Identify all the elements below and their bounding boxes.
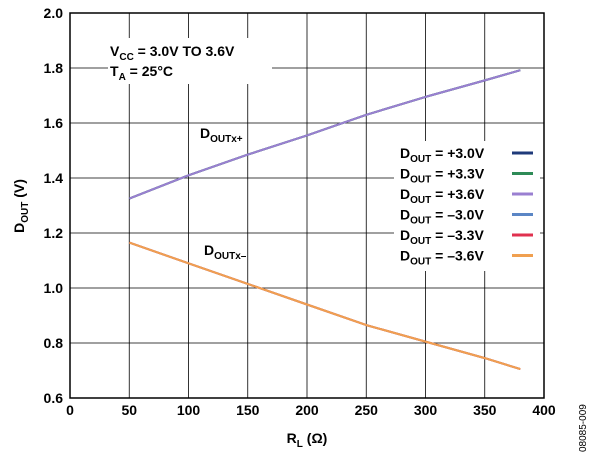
dout-negative-label: DOUTx–	[204, 242, 247, 262]
plot-frame	[69, 12, 545, 399]
series-line-6	[128, 241, 521, 371]
x-axis-ticks: 0 50 100 150 200 250 300 350 400	[66, 402, 556, 418]
vcc-annotation: VCC = 3.0V TO 3.6V	[110, 43, 235, 63]
y-tick-label: 0.6	[44, 390, 64, 406]
x-tick-label: 150	[236, 402, 260, 418]
x-tick-label: 400	[532, 402, 556, 418]
y-tick-label: 1.8	[44, 60, 64, 76]
legend-label: DOUT = +3.3V	[400, 166, 485, 186]
x-tick-label: 100	[177, 402, 201, 418]
legend-label: DOUT = +3.6V	[400, 186, 485, 206]
y-tick-label: 1.4	[44, 170, 64, 186]
conditions-box	[108, 38, 272, 84]
y-axis-label: DOUT (V)	[11, 179, 31, 233]
y-tick-label: 0.8	[44, 335, 64, 351]
x-tick-label: 200	[295, 402, 319, 418]
y-tick-label: 2.0	[44, 5, 64, 21]
x-tick-label: 50	[121, 402, 137, 418]
y-tick-label: 1.6	[44, 115, 64, 131]
legend-label: DOUT = –3.0V	[400, 207, 484, 227]
y-axis-ticks: 0.6 0.8 1.0 1.2 1.4 1.6 1.8 2.0	[44, 5, 64, 406]
x-tick-label: 300	[414, 402, 438, 418]
legend-label: DOUT = +3.0V	[400, 145, 485, 165]
legend-label: DOUT = –3.6V	[400, 248, 484, 268]
figure-id: 08085-009	[578, 404, 589, 452]
x-tick-label: 0	[66, 402, 74, 418]
series-lines	[128, 69, 521, 371]
y-tick-label: 1.0	[44, 280, 64, 296]
legend-box	[394, 141, 540, 271]
x-tick-label: 250	[355, 402, 379, 418]
series-line-3	[128, 69, 521, 200]
x-tick-label: 350	[473, 402, 497, 418]
legend-label: DOUT = –3.3V	[400, 227, 484, 247]
x-axis-label: RL (Ω)	[287, 430, 328, 450]
ta-annotation: TA = 25°C	[110, 63, 173, 83]
y-tick-label: 1.2	[44, 225, 64, 241]
dout-positive-label: DOUTx+	[200, 125, 243, 145]
